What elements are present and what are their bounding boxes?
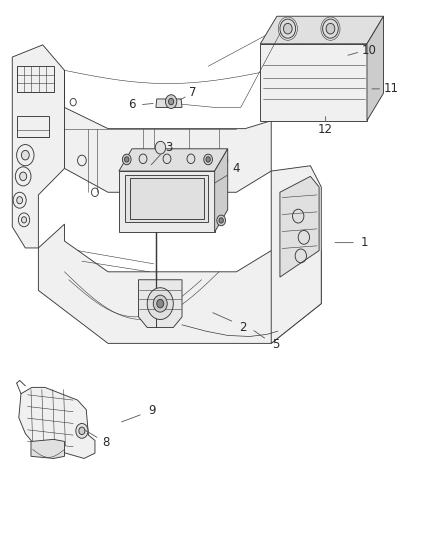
Circle shape [169,99,174,105]
Circle shape [157,300,164,308]
Text: 6: 6 [128,98,136,111]
Polygon shape [156,99,182,108]
Bar [17,66,53,92]
Circle shape [217,215,226,226]
Text: 11: 11 [383,83,399,95]
Text: 4: 4 [233,162,240,175]
Circle shape [187,154,195,164]
Circle shape [15,167,31,186]
Circle shape [206,157,210,162]
Polygon shape [367,16,384,120]
Circle shape [21,150,29,160]
Circle shape [163,154,171,164]
Polygon shape [119,171,215,232]
Circle shape [323,19,338,38]
Circle shape [283,23,292,34]
Text: 8: 8 [102,436,110,449]
Text: 7: 7 [189,86,197,99]
Circle shape [155,141,166,154]
Circle shape [153,295,167,312]
Circle shape [13,192,26,208]
Polygon shape [12,45,64,248]
Bar [130,178,204,219]
Circle shape [219,218,223,223]
Circle shape [204,154,212,165]
Circle shape [76,423,88,438]
Circle shape [139,154,147,164]
Text: 5: 5 [272,338,279,351]
Text: 12: 12 [318,123,333,136]
Text: 10: 10 [362,44,377,56]
Text: 9: 9 [148,404,155,417]
Bar [17,116,49,136]
Circle shape [124,157,129,162]
Text: 1: 1 [361,236,368,249]
Circle shape [20,172,27,181]
Circle shape [18,213,30,227]
Circle shape [326,23,335,34]
Circle shape [122,154,131,165]
Circle shape [17,197,23,204]
Polygon shape [260,44,367,120]
Polygon shape [138,280,182,327]
Text: 2: 2 [239,321,247,334]
Polygon shape [64,70,271,192]
Polygon shape [280,176,319,277]
Polygon shape [19,387,95,458]
Circle shape [79,427,85,434]
Polygon shape [271,166,321,343]
Polygon shape [215,149,228,232]
Polygon shape [31,439,64,458]
Circle shape [17,144,34,166]
Circle shape [280,19,296,38]
Text: 3: 3 [165,141,173,154]
Circle shape [21,217,27,223]
Bar [125,175,208,222]
Polygon shape [260,16,384,44]
Circle shape [166,95,177,109]
Polygon shape [119,149,228,171]
Circle shape [147,288,173,319]
Polygon shape [39,224,321,343]
